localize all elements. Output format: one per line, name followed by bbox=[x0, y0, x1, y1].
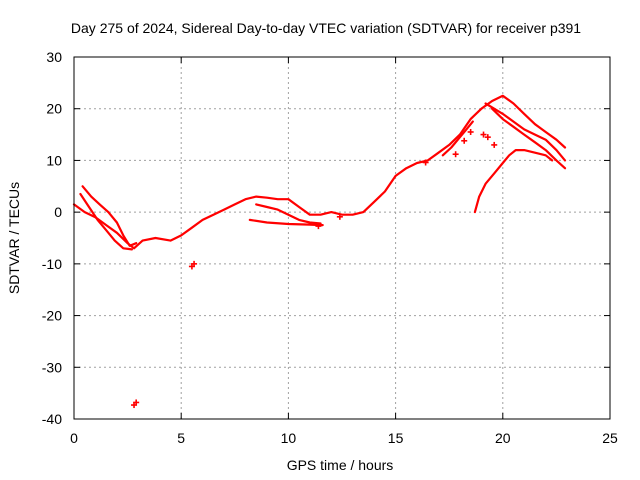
series-trace-i bbox=[441, 120, 474, 157]
data-point bbox=[484, 134, 491, 141]
x-tick-labels: 0 5 10 15 20 25 bbox=[70, 430, 618, 446]
series-trace-g bbox=[491, 107, 567, 170]
axis-ticks bbox=[73, 56, 611, 420]
data-point bbox=[315, 223, 322, 230]
y-tick-label: -10 bbox=[42, 256, 62, 272]
series-trace-d bbox=[255, 203, 322, 225]
data-point bbox=[491, 141, 498, 148]
y-tick-label: -20 bbox=[42, 308, 62, 324]
y-tick-label: 30 bbox=[46, 49, 62, 65]
series-layer bbox=[72, 94, 567, 409]
x-tick-label: 25 bbox=[602, 430, 618, 446]
x-tick-label: 5 bbox=[177, 430, 185, 446]
y-tick-label: 0 bbox=[54, 204, 62, 220]
plot-frame bbox=[73, 56, 611, 420]
y-axis-label: SDTVAR / TECUs bbox=[6, 182, 22, 294]
y-tick-label: -40 bbox=[42, 411, 62, 427]
chart-title: Day 275 of 2024, Sidereal Day-to-day VTE… bbox=[71, 20, 581, 36]
data-point bbox=[452, 151, 459, 158]
y-tick-label: 10 bbox=[46, 152, 62, 168]
y-tick-label: -30 bbox=[42, 359, 62, 375]
series-trace-h bbox=[473, 149, 554, 214]
data-point bbox=[131, 402, 138, 409]
y-tick-label: 20 bbox=[46, 101, 62, 117]
data-point bbox=[467, 128, 474, 135]
series-trace-f bbox=[484, 102, 567, 162]
data-point bbox=[422, 159, 429, 166]
x-tick-label: 15 bbox=[388, 430, 404, 446]
x-tick-label: 0 bbox=[70, 430, 78, 446]
x-axis-label: GPS time / hours bbox=[287, 457, 394, 473]
x-tick-label: 10 bbox=[281, 430, 297, 446]
data-point bbox=[480, 131, 487, 138]
data-point bbox=[461, 137, 468, 144]
data-point bbox=[188, 263, 195, 270]
series-trace-e bbox=[248, 218, 324, 227]
series-trace-c bbox=[79, 192, 133, 251]
series-trace-a bbox=[72, 94, 567, 250]
grid-lines bbox=[74, 57, 610, 419]
x-tick-label: 20 bbox=[495, 430, 511, 446]
y-tick-labels: -40 -30 -20 -10 0 10 20 30 bbox=[42, 49, 62, 427]
data-point bbox=[336, 213, 343, 220]
series-trace-b bbox=[81, 185, 138, 247]
